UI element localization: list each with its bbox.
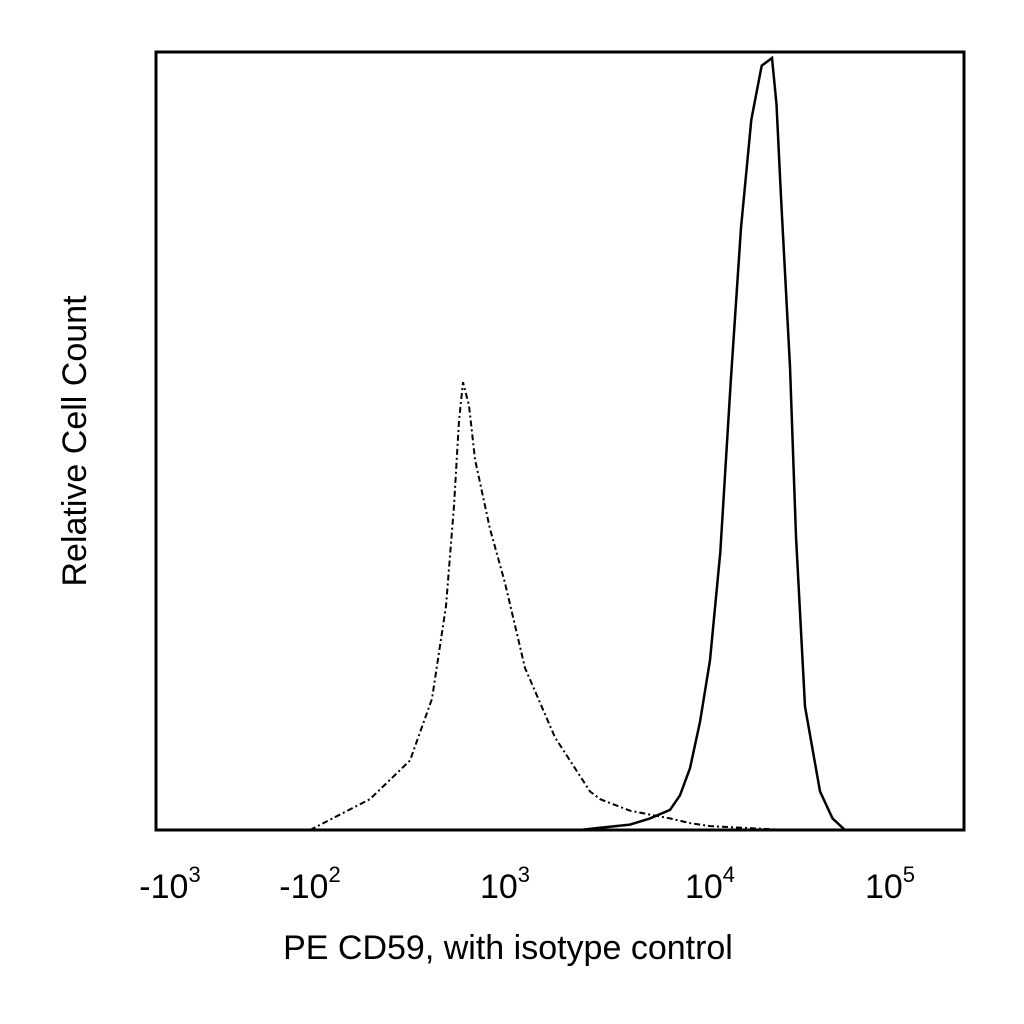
x-tick-label: -102 xyxy=(279,862,340,906)
x-tick-label: -103 xyxy=(139,862,200,906)
tick-layer: -103 -102 103 104 105 xyxy=(139,862,915,906)
x-tick-label: 105 xyxy=(865,862,915,906)
x-tick-label: 103 xyxy=(480,862,530,906)
pe-cd59-curve xyxy=(579,55,846,832)
series-layer xyxy=(309,55,846,832)
isotype-control-curve xyxy=(309,381,791,831)
x-axis-title: PE CD59, with isotype control xyxy=(283,929,733,967)
x-tick-label: 104 xyxy=(685,862,735,906)
y-axis-title: Relative Cell Count xyxy=(56,295,94,587)
plot-frame xyxy=(154,50,966,832)
